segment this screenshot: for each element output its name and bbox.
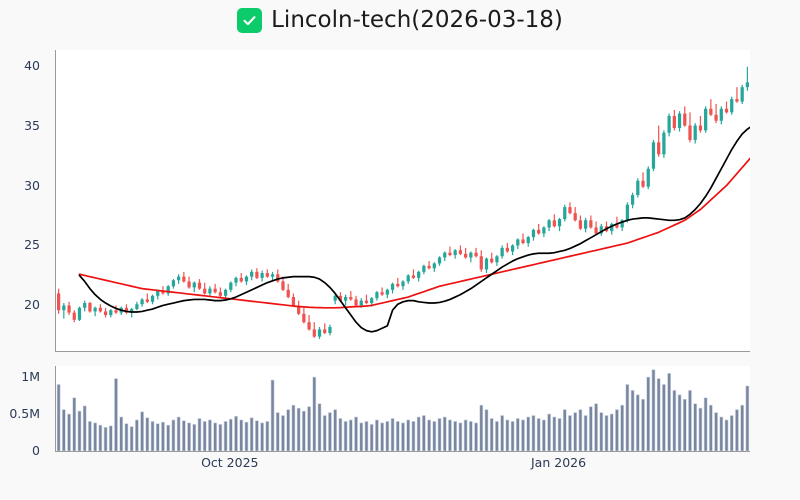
volume-chart-panel[interactable] — [55, 366, 750, 452]
price-chart-panel[interactable] — [55, 50, 750, 352]
y-axis-tick-label: 40 — [24, 57, 40, 73]
checkbox-checked-icon[interactable] — [237, 7, 263, 33]
y-axis-tick-label: 20 — [24, 297, 40, 313]
volume-y-axis: 0 0.5M 1M — [0, 366, 47, 457]
y-axis-tick-label: 1M — [21, 369, 40, 385]
y-axis-tick-label: 0.5M — [9, 406, 40, 422]
x-axis-tick-label: Jan 2026 — [531, 455, 587, 470]
x-axis-tick-label: Oct 2025 — [201, 455, 259, 470]
y-axis-tick-label: 25 — [24, 237, 40, 253]
chart-title-bar: Lincoln-tech(2026-03-18) — [0, 0, 800, 40]
volume-plot — [56, 369, 750, 451]
price-y-axis: 20 25 30 35 40 — [0, 50, 47, 352]
candlestick-plot — [56, 66, 750, 340]
y-axis-tick-label: 35 — [24, 117, 40, 133]
y-axis-tick-label: 30 — [24, 177, 40, 193]
y-axis-tick-label: 0 — [32, 443, 40, 458]
page-title: Lincoln-tech(2026-03-18) — [271, 6, 563, 33]
